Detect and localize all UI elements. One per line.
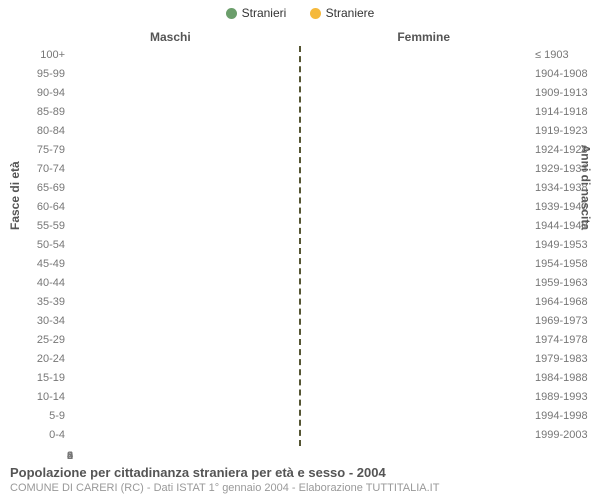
- birth-label: 1914-1918: [535, 103, 588, 122]
- birth-label: 1969-1973: [535, 312, 588, 331]
- y-axis-left-title: Fasce di età: [8, 161, 22, 230]
- birth-label: 1964-1968: [535, 293, 588, 312]
- legend-label-male: Stranieri: [242, 6, 287, 20]
- population-pyramid-chart: Stranieri Straniere Maschi Femmine Fasce…: [0, 0, 600, 500]
- birth-label: 1919-1923: [535, 122, 588, 141]
- footer-title: Popolazione per cittadinanza straniera p…: [10, 465, 590, 480]
- age-label: 30-34: [37, 312, 65, 331]
- x-axis: 8642002468: [70, 446, 530, 466]
- age-label: 60-64: [37, 198, 65, 217]
- age-label: 90-94: [37, 84, 65, 103]
- birth-label: 1934-1938: [535, 179, 588, 198]
- age-label: 15-19: [37, 369, 65, 388]
- center-line: [299, 46, 301, 446]
- age-label: 85-89: [37, 103, 65, 122]
- age-label: 95-99: [37, 65, 65, 84]
- age-label: 50-54: [37, 236, 65, 255]
- legend: Stranieri Straniere: [0, 6, 600, 22]
- birth-label: 1909-1913: [535, 84, 588, 103]
- age-label: 75-79: [37, 141, 65, 160]
- age-label: 10-14: [37, 388, 65, 407]
- age-label: 70-74: [37, 160, 65, 179]
- birth-label: 1954-1958: [535, 255, 588, 274]
- age-label: 35-39: [37, 293, 65, 312]
- subtitle-female: Femmine: [397, 30, 450, 44]
- birth-label: ≤ 1903: [535, 46, 569, 65]
- footer-subtitle: COMUNE DI CARERI (RC) - Dati ISTAT 1° ge…: [10, 482, 590, 494]
- birth-label: 1904-1908: [535, 65, 588, 84]
- birth-label: 1929-1933: [535, 160, 588, 179]
- age-label: 55-59: [37, 217, 65, 236]
- subtitle-male: Maschi: [150, 30, 191, 44]
- chart-footer: Popolazione per cittadinanza straniera p…: [10, 465, 590, 494]
- age-label: 100+: [40, 46, 65, 65]
- birth-label: 1989-1993: [535, 388, 588, 407]
- circle-icon: [310, 8, 321, 19]
- age-label: 80-84: [37, 122, 65, 141]
- birth-label: 1959-1963: [535, 274, 588, 293]
- birth-label: 1979-1983: [535, 350, 588, 369]
- age-label: 5-9: [49, 407, 65, 426]
- age-label: 45-49: [37, 255, 65, 274]
- circle-icon: [226, 8, 237, 19]
- legend-item-male: Stranieri: [226, 6, 287, 20]
- age-label: 20-24: [37, 350, 65, 369]
- birth-label: 1974-1978: [535, 331, 588, 350]
- age-label: 25-29: [37, 331, 65, 350]
- birth-label: 1924-1928: [535, 141, 588, 160]
- age-label: 65-69: [37, 179, 65, 198]
- age-label: 40-44: [37, 274, 65, 293]
- plot-area: 8642002468 100+≤ 190395-991904-190890-94…: [70, 46, 530, 446]
- birth-label: 1949-1953: [535, 236, 588, 255]
- legend-label-female: Straniere: [326, 6, 375, 20]
- x-tick: 8: [67, 450, 73, 462]
- birth-label: 1939-1943: [535, 198, 588, 217]
- birth-label: 1999-2003: [535, 426, 588, 445]
- birth-label: 1984-1988: [535, 369, 588, 388]
- age-label: 0-4: [49, 426, 65, 445]
- legend-item-female: Straniere: [310, 6, 375, 20]
- birth-label: 1994-1998: [535, 407, 588, 426]
- birth-label: 1944-1948: [535, 217, 588, 236]
